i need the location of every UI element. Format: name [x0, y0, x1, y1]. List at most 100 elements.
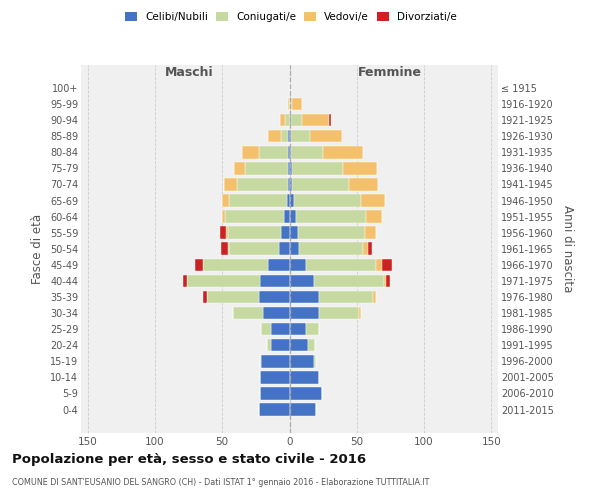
Bar — [319, 307, 359, 320]
Bar — [290, 387, 322, 400]
Bar — [382, 258, 392, 271]
Bar — [359, 307, 361, 320]
Bar — [288, 130, 290, 142]
Bar — [291, 114, 302, 126]
Bar — [208, 290, 259, 304]
Text: Femmine: Femmine — [358, 66, 422, 79]
Bar — [386, 274, 391, 287]
Bar — [288, 162, 290, 174]
Bar — [290, 226, 298, 239]
Bar — [329, 114, 331, 126]
Bar — [281, 226, 290, 239]
Bar — [229, 242, 279, 255]
Bar — [364, 242, 368, 255]
Bar — [233, 307, 263, 320]
Bar — [365, 226, 376, 239]
Bar — [227, 242, 229, 255]
Bar — [279, 242, 290, 255]
Bar — [235, 162, 245, 174]
Bar — [287, 194, 290, 207]
Bar — [290, 146, 291, 158]
Text: Popolazione per età, sesso e stato civile - 2016: Popolazione per età, sesso e stato civil… — [12, 452, 366, 466]
Bar — [227, 226, 281, 239]
Bar — [292, 162, 343, 174]
Bar — [290, 194, 293, 207]
Bar — [292, 98, 302, 110]
Bar — [280, 114, 286, 126]
Bar — [261, 323, 271, 336]
Bar — [373, 290, 376, 304]
Bar — [260, 387, 290, 400]
Bar — [299, 242, 364, 255]
Bar — [259, 290, 290, 304]
Bar — [237, 178, 288, 190]
Bar — [298, 226, 365, 239]
Bar — [203, 290, 208, 304]
Bar — [260, 371, 290, 384]
Bar — [261, 355, 290, 368]
Bar — [286, 114, 290, 126]
Bar — [308, 339, 315, 351]
Bar — [242, 146, 259, 158]
Bar — [245, 162, 288, 174]
Legend: Celibi/Nubili, Coniugati/e, Vedovi/e, Divorziati/e: Celibi/Nubili, Coniugati/e, Vedovi/e, Di… — [121, 8, 461, 26]
Bar — [263, 307, 290, 320]
Bar — [271, 339, 290, 351]
Bar — [288, 178, 290, 190]
Bar — [305, 258, 376, 271]
Bar — [220, 226, 226, 239]
Bar — [290, 114, 291, 126]
Bar — [288, 98, 290, 110]
Bar — [290, 274, 314, 287]
Bar — [222, 210, 225, 223]
Y-axis label: Fasce di età: Fasce di età — [31, 214, 44, 284]
Bar — [224, 178, 237, 190]
Bar — [284, 210, 290, 223]
Bar — [349, 178, 378, 190]
Bar — [268, 130, 281, 142]
Bar — [229, 194, 287, 207]
Text: COMUNE DI SANT'EUSANIO DEL SANGRO (CH) - Dati ISTAT 1° gennaio 2016 - Elaborazio: COMUNE DI SANT'EUSANIO DEL SANGRO (CH) -… — [12, 478, 430, 487]
Bar — [271, 323, 290, 336]
Bar — [314, 355, 316, 368]
Bar — [226, 226, 227, 239]
Bar — [310, 130, 342, 142]
Bar — [196, 258, 203, 271]
Bar — [260, 355, 261, 368]
Bar — [225, 210, 284, 223]
Bar — [290, 178, 292, 190]
Bar — [268, 258, 290, 271]
Bar — [288, 146, 290, 158]
Bar — [305, 323, 319, 336]
Bar — [290, 242, 299, 255]
Text: Maschi: Maschi — [165, 66, 214, 79]
Bar — [323, 146, 364, 158]
Bar — [187, 274, 260, 287]
Bar — [368, 242, 371, 255]
Bar — [319, 290, 373, 304]
Bar — [376, 258, 382, 271]
Bar — [314, 274, 383, 287]
Bar — [290, 323, 305, 336]
Bar — [302, 114, 329, 126]
Bar — [281, 130, 288, 142]
Bar — [259, 404, 290, 416]
Bar — [203, 258, 268, 271]
Bar — [366, 210, 382, 223]
Bar — [292, 178, 349, 190]
Bar — [290, 371, 319, 384]
Bar — [222, 194, 229, 207]
Bar — [183, 274, 187, 287]
Bar — [290, 82, 291, 94]
Bar — [260, 274, 290, 287]
Bar — [266, 339, 271, 351]
Bar — [290, 355, 314, 368]
Bar — [290, 98, 292, 110]
Bar — [290, 290, 319, 304]
Bar — [343, 162, 377, 174]
Bar — [290, 307, 319, 320]
Bar — [293, 194, 361, 207]
Bar — [291, 130, 310, 142]
Bar — [296, 210, 366, 223]
Bar — [361, 194, 385, 207]
